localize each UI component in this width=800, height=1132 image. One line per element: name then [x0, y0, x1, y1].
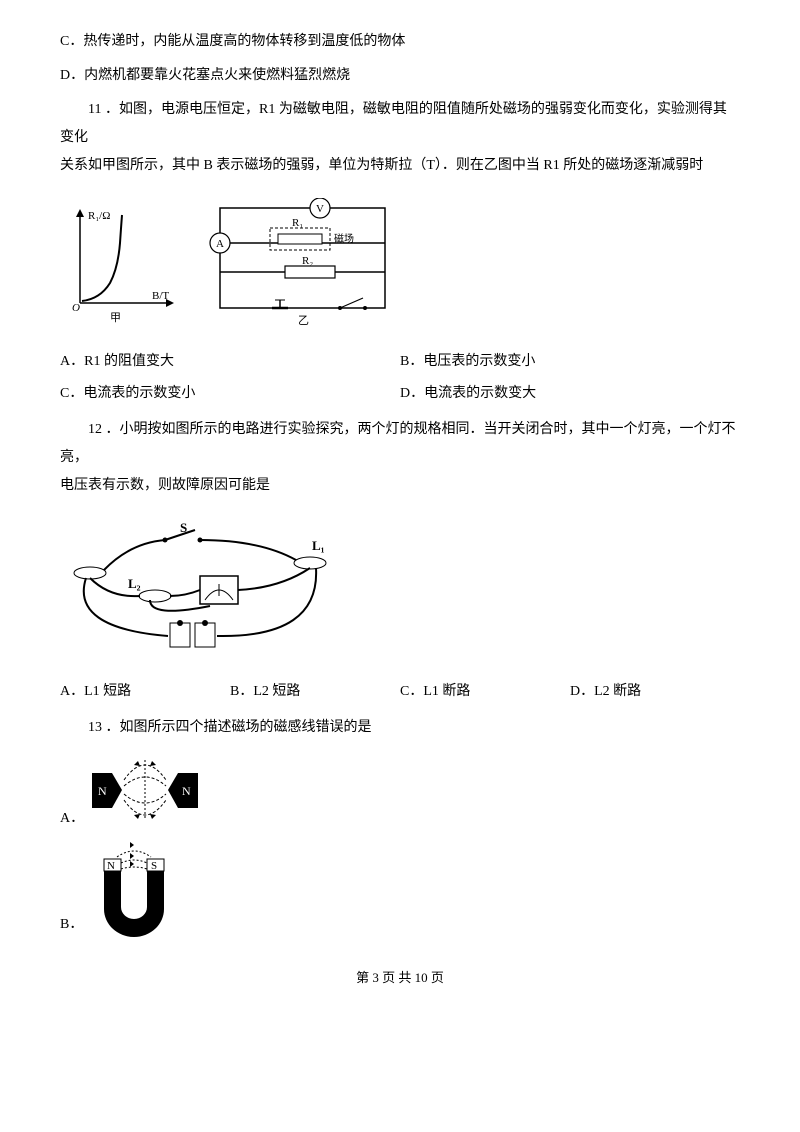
q11-circuit: V A R₁ 磁场 R₂ [200, 198, 400, 328]
q11-number: 11 ． [88, 102, 119, 117]
q13-option-b-row: B． N S [60, 839, 740, 939]
r2-label: R₂ [302, 255, 313, 267]
q11-option-a: A．R1 的阻值变大 [60, 346, 400, 378]
q11-option-d: D．电流表的示数变大 [400, 378, 740, 410]
q12-option-c: C．L1 断路 [400, 676, 570, 708]
q13-number: 13 ． [88, 720, 120, 735]
q11-option-c: C．电流表的示数变小 [60, 378, 400, 410]
q13-option-a-label: A． [60, 805, 84, 833]
q12-option-d: D．L2 断路 [570, 676, 740, 708]
n-right: N [182, 784, 191, 798]
ammeter-label: A [216, 238, 224, 250]
voltmeter-label: V [316, 203, 324, 215]
page-footer: 第 3 页 共 10 页 [60, 965, 740, 991]
q10-option-c: C．热传递时，内能从温度高的物体转移到温度低的物体 [60, 28, 740, 56]
n-pole: N [107, 860, 115, 872]
q11-stem-line2: 关系如甲图所示，其中 B 表示磁场的强弱，单位为特斯拉（T）．则在乙图中当 R1… [60, 152, 740, 180]
q13-option-b-label: B． [60, 911, 83, 939]
q12-figure: S L₁ L₂ [60, 518, 740, 658]
q12-stem-line1: 12 ．小明按如图所示的电路进行实验探究，两个灯的规格相同．当开关闭合时，其中一… [60, 410, 740, 472]
q11-ylabel: R₁/Ω [88, 210, 110, 222]
q11-option-b: B．电压表的示数变小 [400, 346, 740, 378]
s-pole: S [151, 860, 157, 872]
n-left: N [98, 784, 107, 798]
l2-label: L₂ [128, 576, 141, 591]
q13-stem-text: 如图所示四个描述磁场的磁感线错误的是 [120, 720, 372, 735]
yi-label: 乙 [298, 314, 309, 327]
q12-option-a: A．L1 短路 [60, 676, 230, 708]
q13-fig-a: N N [90, 748, 200, 833]
q13-stem: 13 ．如图所示四个描述磁场的磁感线错误的是 [60, 708, 740, 742]
q11-graph: R₁/Ω B/T O 甲 [60, 203, 180, 323]
q12-options: A．L1 短路 B．L2 短路 C．L1 断路 D．L2 断路 [60, 676, 740, 708]
q11-figure-row: R₁/Ω B/T O 甲 V A R₁ 磁场 [60, 198, 740, 328]
q11-xlabel: B/T [152, 290, 169, 302]
q12-option-b: B．L2 短路 [230, 676, 400, 708]
q12-stem-line2: 电压表有示数，则故障原因可能是 [60, 472, 740, 500]
r1-label: R₁ [292, 217, 303, 229]
q12-stem-text: 小明按如图所示的电路进行实验探究，两个灯的规格相同．当开关闭合时，其中一个灯亮，… [60, 422, 736, 465]
q11-stem-text: 如图，电源电压恒定，R1 为磁敏电阻，磁敏电阻的阻值随所处磁场的强弱变化而变化，… [60, 102, 727, 145]
q11-options: A．R1 的阻值变大 B．电压表的示数变小 C．电流表的示数变小 D．电流表的示… [60, 346, 740, 410]
svg-text:甲: 甲 [110, 312, 121, 323]
q13-option-a-row: A． N N [60, 748, 740, 833]
q12-number: 12 ． [88, 422, 120, 437]
q10-option-d: D．内燃机都要靠火花塞点火来使燃料猛烈燃烧 [60, 56, 740, 90]
q13-fig-b: N S [89, 839, 179, 939]
svg-text:O: O [72, 302, 80, 314]
q11-stem-line1: 11 ．如图，电源电压恒定，R1 为磁敏电阻，磁敏电阻的阻值随所处磁场的强弱变化… [60, 90, 740, 152]
l1-label: L₁ [312, 538, 325, 553]
